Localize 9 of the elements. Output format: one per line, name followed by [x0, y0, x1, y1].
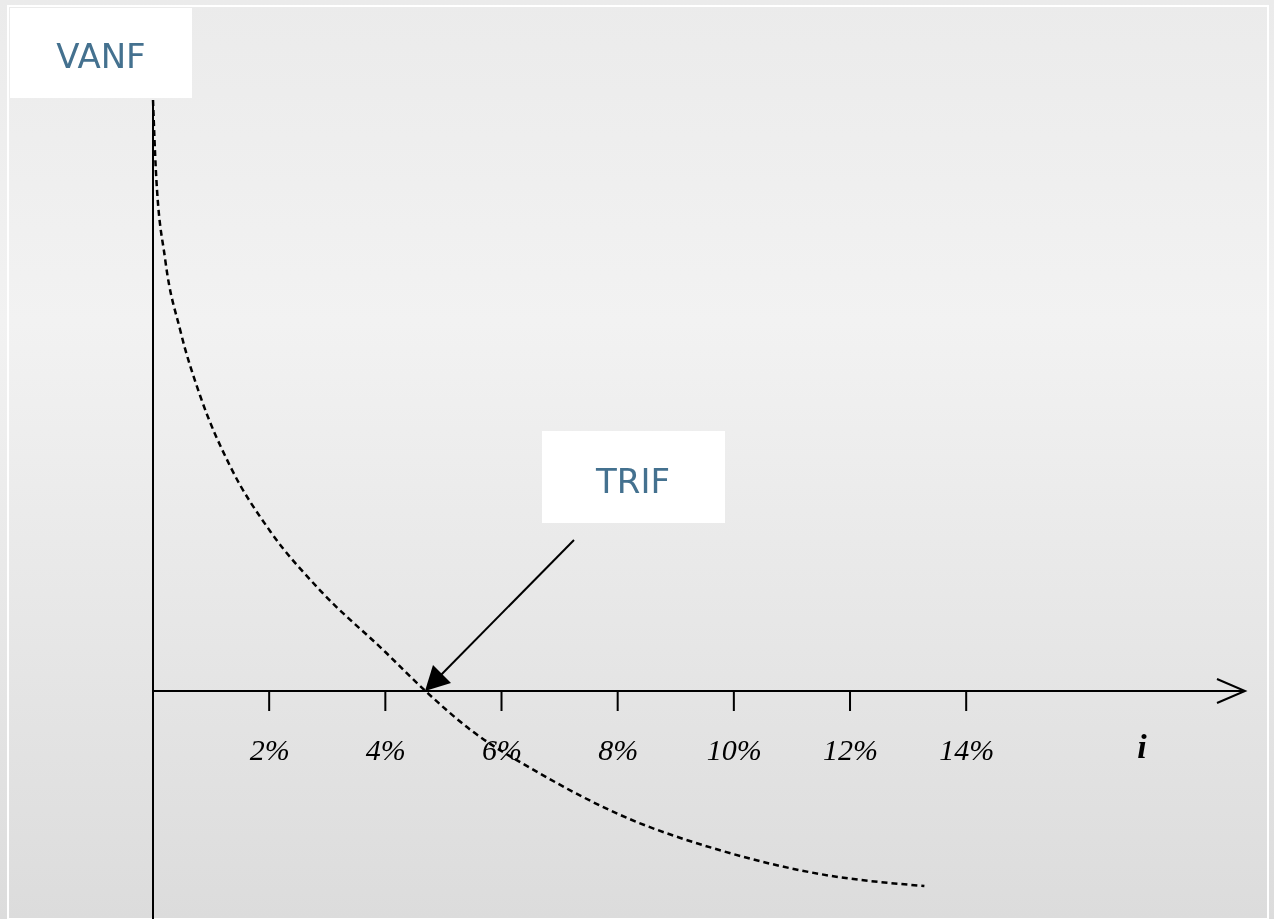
- x-tick-label: 10%: [706, 733, 762, 767]
- x-tick-label: 14%: [939, 733, 995, 767]
- annotation: TRIF: [595, 461, 670, 501]
- x-tick-label: 2%: [249, 733, 290, 767]
- x-axis-title: i: [1137, 728, 1148, 765]
- x-tick-label: 4%: [365, 733, 406, 767]
- x-tick-label: 8%: [598, 733, 639, 767]
- y-axis-title: VANF: [56, 36, 146, 76]
- x-tick-label: 12%: [823, 733, 879, 767]
